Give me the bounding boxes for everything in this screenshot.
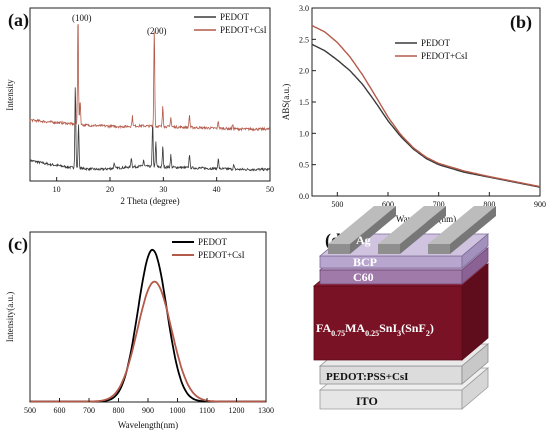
tick-label: 700	[433, 200, 445, 209]
ag-electrode-3	[428, 206, 496, 254]
tick-label: 800	[483, 200, 495, 209]
plot-a-curves	[29, 24, 271, 172]
panel-c-label: (c)	[8, 234, 28, 255]
plot-c-xticks: 500 600 700 800 900 1000 1100 1200 1300	[24, 398, 274, 415]
tick-label: 0.0	[299, 192, 309, 201]
legend-c-csi: PEDOT+CsI	[198, 250, 245, 260]
plot-a-legend: PEDOT PEDOT+CsI	[194, 12, 267, 35]
abs-line-0	[311, 43, 541, 188]
tick-label: 900	[534, 200, 546, 209]
tick-label: 3.0	[299, 4, 309, 13]
panel-d: (d) ITO PEDOT:PSS+CsI FA0.75MA0.25SnI3(S…	[312, 206, 496, 410]
legend-c-pedot: PEDOT	[198, 237, 228, 247]
plot-b-curves	[311, 24, 541, 188]
tick-label: 2.0	[299, 67, 309, 76]
layer-perovskite-label: FA0.75MA0.25SnI3(SnF2)	[316, 321, 434, 338]
plot-b-legend: PEDOT PEDOT+CsI	[395, 38, 468, 61]
tick-label: 50	[266, 185, 274, 194]
pl-line-0	[30, 248, 266, 403]
tick-label: 1000	[170, 406, 186, 415]
plot-a-annotation-100: (100)	[72, 13, 92, 23]
layer-bcp-label: BCP	[353, 255, 377, 269]
tick-label: 1300	[258, 406, 274, 415]
tick-label: 600	[54, 406, 66, 415]
layer-ag: Ag	[328, 206, 496, 254]
tick-label: 500	[331, 200, 343, 209]
tick-label: 700	[83, 406, 95, 415]
pl-line-1	[30, 280, 266, 403]
tick-label: 1200	[229, 406, 245, 415]
plot-c-legend: PEDOT PEDOT+CsI	[172, 237, 245, 260]
panel-a: 10 20 30 40 50 (a) 2 Theta (degree) Intensit…	[5, 7, 274, 206]
plot-b-ticks: 500 600 700 800 900 0.0 0.5 1.0 1.5 2.0 2.5 3.0	[299, 4, 546, 209]
abs-line-1	[311, 24, 541, 188]
panel-c: 500 600 700 800 900 1000 1100 1200 1300 (c) Wave…	[5, 231, 274, 430]
legend-b-pedot: PEDOT	[421, 38, 451, 48]
legend-a-csi: PEDOT+CsI	[220, 25, 267, 35]
layer-ag-label: Ag	[356, 233, 371, 247]
layer-ito-label: ITO	[356, 394, 378, 408]
tick-label: 1.0	[299, 129, 309, 138]
ag-electrode-1	[328, 206, 396, 254]
plot-a-xlabel: 2 Theta (degree)	[120, 196, 179, 206]
tick-label: 10	[53, 185, 61, 194]
plot-c-curves	[30, 248, 266, 403]
plot-b-frame	[311, 7, 541, 197]
panel-b-label: (b)	[510, 12, 532, 33]
plot-a-annotation-200: (200)	[147, 26, 167, 36]
panel-b: 500 600 700 800 900 0.0 0.5 1.0 1.5 2.0 2.5 3.0 (b)…	[281, 4, 546, 224]
tick-label: 900	[142, 406, 154, 415]
panel-a-label: (a)	[8, 10, 29, 31]
xrd-line-0	[29, 87, 271, 172]
plot-c-xlabel: Wavelength(nm)	[118, 420, 178, 430]
xrd-line-1	[29, 24, 271, 132]
tick-label: 0.5	[299, 161, 309, 170]
tick-label: 600	[382, 200, 394, 209]
plot-a-xticks: 10 20 30 40 50	[53, 177, 274, 194]
tick-label: 2.5	[299, 35, 309, 44]
tick-label: 40	[213, 185, 221, 194]
plot-c-ylabel: Intensity(a.u.)	[5, 292, 15, 342]
tick-label: 800	[113, 406, 125, 415]
tick-label: 1.5	[299, 98, 309, 107]
legend-a-pedot: PEDOT	[220, 12, 250, 22]
legend-b-csi: PEDOT+CsI	[421, 51, 468, 61]
tick-label: 30	[159, 185, 167, 194]
plot-a-ylabel: Intensity	[5, 79, 15, 111]
plot-b-ylabel: ABS(a.u.)	[281, 84, 291, 121]
tick-label: 1100	[199, 406, 215, 415]
layer-pedot-label: PEDOT:PSS+CsI	[326, 371, 408, 383]
tick-label: 20	[106, 185, 114, 194]
layer-c60-label: C60	[353, 270, 374, 284]
tick-label: 500	[24, 406, 36, 415]
ag-electrode-2	[378, 206, 446, 254]
plot-a-frame	[29, 7, 271, 182]
